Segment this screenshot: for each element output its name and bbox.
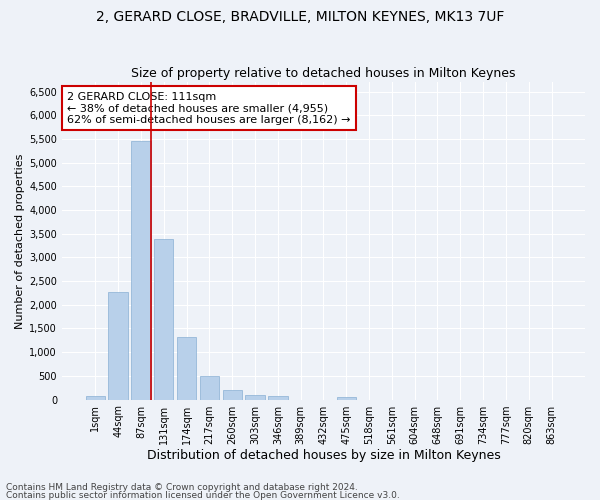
Bar — [337, 396, 356, 400]
Bar — [109, 292, 128, 400]
Bar — [177, 338, 196, 400]
Bar — [131, 142, 151, 400]
Bar — [245, 395, 265, 400]
Bar — [223, 390, 242, 400]
Bar — [268, 396, 287, 400]
Text: 2, GERARD CLOSE, BRADVILLE, MILTON KEYNES, MK13 7UF: 2, GERARD CLOSE, BRADVILLE, MILTON KEYNE… — [96, 10, 504, 24]
Bar — [154, 240, 173, 400]
Bar — [86, 396, 105, 400]
Text: Contains public sector information licensed under the Open Government Licence v3: Contains public sector information licen… — [6, 490, 400, 500]
Bar — [200, 376, 219, 400]
X-axis label: Distribution of detached houses by size in Milton Keynes: Distribution of detached houses by size … — [146, 450, 500, 462]
Text: 2 GERARD CLOSE: 111sqm
← 38% of detached houses are smaller (4,955)
62% of semi-: 2 GERARD CLOSE: 111sqm ← 38% of detached… — [67, 92, 350, 125]
Y-axis label: Number of detached properties: Number of detached properties — [15, 153, 25, 328]
Text: Contains HM Land Registry data © Crown copyright and database right 2024.: Contains HM Land Registry data © Crown c… — [6, 484, 358, 492]
Title: Size of property relative to detached houses in Milton Keynes: Size of property relative to detached ho… — [131, 66, 516, 80]
